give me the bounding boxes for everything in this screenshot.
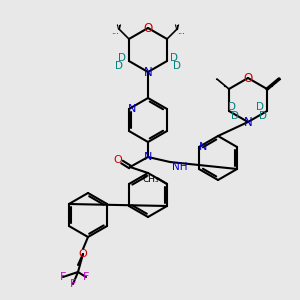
Text: ...: ... (111, 26, 119, 35)
Text: D: D (256, 102, 264, 112)
Text: N: N (128, 104, 136, 114)
Text: D: D (170, 53, 178, 63)
Text: N: N (144, 152, 152, 162)
Text: F: F (70, 279, 76, 289)
Text: O: O (243, 71, 253, 85)
Text: O: O (114, 155, 122, 165)
Text: N: N (144, 65, 152, 79)
Text: D: D (118, 53, 126, 63)
Text: F: F (60, 272, 66, 282)
Text: D: D (259, 111, 267, 121)
Text: NH: NH (172, 162, 188, 172)
Text: ...: ... (177, 26, 185, 35)
Text: N: N (199, 142, 207, 152)
Text: N: N (244, 116, 252, 128)
Text: D: D (115, 61, 123, 71)
Text: D: D (231, 111, 239, 121)
Text: D: D (228, 102, 236, 112)
Text: O: O (143, 22, 153, 34)
Text: O: O (79, 249, 87, 259)
Text: F: F (83, 272, 89, 282)
Text: CH₃: CH₃ (142, 176, 159, 184)
Text: D: D (173, 61, 181, 71)
